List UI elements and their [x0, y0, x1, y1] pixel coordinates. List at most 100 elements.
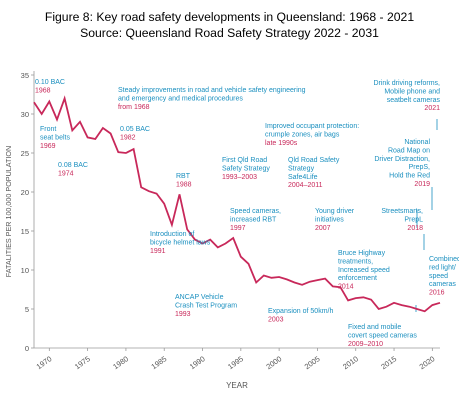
x-tick-label: 2020: [418, 354, 437, 371]
annotation-text: Driver Distraction,: [374, 156, 430, 163]
annotation-steady: Steady improvements in road and vehicle …: [118, 87, 306, 111]
annotation-text: Fixed and mobile: [348, 324, 401, 331]
annotation-text: Safe4Life: [288, 174, 318, 181]
annotation-date: late 1990s: [265, 140, 298, 147]
annotation-text: speed: [429, 273, 448, 280]
annotation-text: Speed cameras,: [230, 208, 281, 215]
annotation-date: from 1968: [118, 104, 150, 111]
annotation-text: First Qld Road: [222, 157, 267, 164]
annotation-text: red light/: [429, 264, 456, 271]
annotation-text: Introduction of: [150, 231, 194, 238]
annotation-text: Improved occupant protection:: [265, 123, 359, 130]
figure-title: Figure 8: Key road safety developments i…: [44, 10, 415, 24]
annotation-text: Qld Road Safety: [288, 157, 340, 164]
y-tick-label: 25: [21, 149, 29, 158]
annotation-text: Young driver: [315, 208, 355, 215]
annotation-text: 0.10 BAC: [35, 79, 65, 86]
annotation-text: Expansion of 50km/h: [268, 308, 333, 315]
x-tick-label: 2005: [303, 354, 322, 371]
annotation-text: 0.05 BAC: [120, 126, 150, 133]
annotation-date: 1974: [58, 170, 74, 177]
annotation-text: Drink driving reforms,: [373, 80, 440, 87]
annotation-text: Crash Test Program: [175, 302, 237, 309]
annotation-date: 2007: [315, 225, 331, 232]
annotation-text: Front: [40, 126, 56, 133]
annotation-date: 2016: [429, 290, 445, 297]
x-tick-label: 1990: [188, 354, 207, 371]
annotation-text: enforcement: [338, 275, 377, 282]
annotation-text: increased RBT: [230, 216, 277, 223]
annotation-date: 1993–2003: [222, 174, 257, 181]
y-tick-label: 20: [21, 188, 29, 197]
annotation-text: cameras: [429, 281, 456, 288]
annotation-date: 2003: [268, 316, 284, 323]
annotation-text: Combined: [429, 256, 459, 263]
series-line: [33, 95, 441, 313]
x-tick-label: 1970: [35, 354, 54, 371]
annotation-text: Bruce Highway: [338, 250, 386, 257]
figure-subtitle: Source: Queensland Road Safety Strategy …: [80, 26, 379, 40]
annotation-text: treatments,: [338, 258, 373, 265]
x-tick-label: 2015: [379, 354, 398, 371]
annotation-text: Streetsmarts,: [381, 208, 423, 215]
annotation-date: 2004–2011: [288, 182, 323, 189]
annotation-date: 2019: [414, 181, 430, 188]
annotation-text: Hold the Red: [389, 173, 430, 180]
annotation-text: ANCAP Vehicle: [175, 294, 224, 301]
annotation-text: RBT: [176, 173, 191, 180]
annotation-date: 1993: [175, 311, 191, 318]
y-axis-label: FATALITIES PER 100,000 POPULATION: [4, 146, 13, 277]
annotation-text: Increased speed: [338, 267, 390, 274]
annotation-text: Safety Strategy: [222, 165, 270, 172]
x-tick-label: 1975: [73, 354, 92, 371]
y-tick-label: 35: [21, 71, 29, 80]
annotation-text: PrepL: [404, 216, 423, 223]
annotation-text: bicycle helmet laws: [150, 239, 211, 246]
annotation-date: 1982: [120, 134, 136, 141]
annotation-text: covert speed cameras: [348, 332, 417, 339]
annotation-text: seat belts: [40, 134, 70, 141]
annotation-date: 1969: [40, 143, 56, 150]
y-tick-label: 0: [25, 344, 29, 353]
annotation-occupant: Improved occupant protection:crumple zon…: [265, 123, 359, 147]
y-tick-label: 15: [21, 227, 29, 236]
annotation-date: 1997: [230, 225, 246, 232]
y-tick-label: 30: [21, 110, 29, 119]
annotation-text: and emergency and medical procedures: [118, 95, 243, 102]
x-tick-label: 1980: [111, 354, 130, 371]
annotation-streetsmarts: Streetsmarts,PrepL 2018: [381, 208, 423, 232]
annotation-date: 2014: [338, 284, 354, 291]
y-tick-label: 10: [21, 266, 29, 275]
annotation-date: 2018: [407, 225, 423, 232]
annotation-text: Strategy: [288, 165, 315, 172]
annotation-drink: Drink driving reforms,Mobile phone and se…: [373, 80, 440, 112]
annotation-text: National: [404, 139, 430, 146]
y-tick-label: 5: [25, 305, 29, 314]
annotation-date: 2009–2010: [348, 341, 383, 348]
annotation-date: 1991: [150, 248, 166, 255]
annotation-date: 1968: [35, 87, 51, 94]
annotation-text: Steady improvements in road and vehicle …: [118, 87, 306, 94]
annotation-text: initiatives: [315, 216, 344, 223]
x-tick-label: 2000: [264, 354, 283, 371]
x-tick-label: 2010: [341, 354, 360, 371]
annotation-text: seatbelt cameras: [387, 97, 441, 104]
annotation-text: crumple zones, air bags: [265, 131, 340, 138]
annotation-text: PrepS,: [409, 164, 430, 171]
x-axis-label: YEAR: [226, 381, 248, 390]
